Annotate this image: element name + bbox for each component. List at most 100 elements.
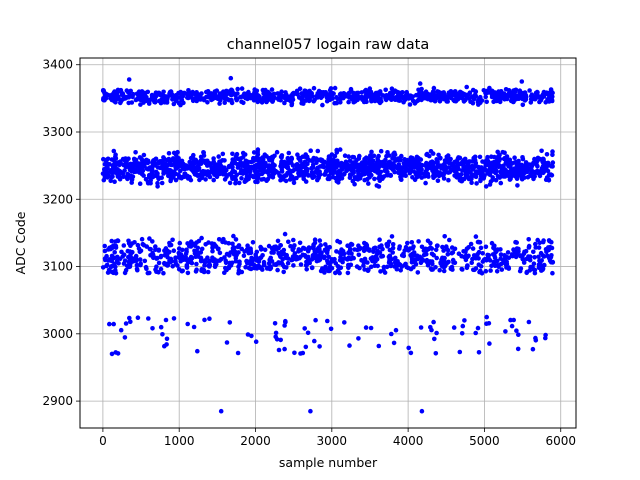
data-point (138, 248, 143, 254)
data-point (419, 244, 425, 250)
data-point (237, 180, 242, 186)
data-point (356, 156, 362, 161)
data-point (201, 150, 206, 156)
data-point (382, 168, 388, 173)
data-point (241, 253, 247, 258)
data-point (470, 246, 476, 251)
data-point (240, 154, 246, 160)
data-point (383, 87, 389, 93)
data-point (424, 160, 429, 166)
data-point (126, 100, 131, 106)
data-point (501, 156, 507, 162)
data-point (195, 348, 200, 354)
x-tick-label: 3000 (317, 434, 348, 448)
data-point (418, 325, 424, 330)
data-point (236, 243, 242, 248)
data-point (185, 176, 191, 181)
data-point (506, 164, 511, 169)
data-point (380, 253, 386, 259)
data-point (502, 94, 508, 100)
data-point (520, 102, 526, 108)
data-point (311, 85, 317, 91)
data-point (362, 257, 368, 263)
data-point (510, 253, 515, 259)
data-point (167, 258, 172, 264)
data-point (286, 150, 292, 156)
data-point (302, 91, 307, 96)
data-point (369, 264, 374, 270)
data-point (290, 174, 295, 180)
data-point (244, 178, 249, 183)
data-point (332, 100, 337, 106)
data-point (407, 162, 412, 168)
data-point (278, 337, 284, 343)
data-point (418, 157, 424, 162)
data-point (390, 156, 395, 161)
data-point (328, 260, 333, 266)
data-point (437, 267, 443, 273)
data-point (537, 263, 542, 268)
data-point (212, 257, 218, 262)
data-point (431, 94, 437, 99)
data-point (375, 248, 380, 254)
data-point (281, 269, 287, 275)
data-point (412, 177, 418, 183)
data-point (172, 94, 178, 99)
data-point (224, 340, 230, 345)
x-tick-label: 4000 (393, 434, 424, 448)
data-point (532, 156, 537, 162)
data-point (527, 257, 533, 263)
data-point (369, 149, 374, 155)
data-point (490, 175, 496, 180)
data-point (113, 264, 118, 270)
data-point (310, 165, 316, 170)
data-point (367, 86, 373, 91)
data-point (310, 253, 316, 258)
data-point (304, 267, 310, 272)
data-point (250, 165, 255, 171)
data-point (297, 168, 303, 174)
data-point (305, 254, 311, 260)
data-point (118, 88, 123, 94)
data-point (407, 170, 413, 175)
data-point (218, 408, 224, 414)
data-point (376, 175, 382, 181)
data-point (470, 87, 476, 93)
data-point (509, 173, 515, 179)
data-point (388, 263, 394, 269)
data-point (491, 259, 497, 265)
data-point (198, 250, 204, 255)
data-point (483, 268, 489, 274)
data-point (243, 264, 248, 270)
data-point (374, 255, 379, 260)
data-point (159, 175, 164, 180)
data-point (119, 92, 125, 97)
data-point (297, 95, 302, 100)
data-point (273, 330, 279, 336)
data-point (326, 165, 331, 171)
data-point (336, 171, 341, 177)
data-point (501, 166, 507, 171)
data-point (219, 164, 224, 169)
data-point (142, 90, 147, 96)
data-point (390, 88, 396, 93)
data-point (545, 168, 551, 174)
data-point (275, 238, 281, 244)
data-point (470, 100, 476, 106)
data-point (166, 156, 172, 162)
data-point (537, 173, 543, 179)
data-point (114, 258, 120, 264)
data-point (514, 162, 520, 168)
data-point (134, 262, 140, 268)
data-point (231, 252, 237, 257)
data-point (434, 243, 440, 248)
data-point (428, 324, 433, 330)
data-point (312, 249, 318, 254)
data-point (262, 98, 268, 103)
data-point (451, 325, 457, 330)
data-point (478, 268, 483, 274)
data-point (434, 157, 440, 162)
data-point (431, 252, 437, 258)
data-point (159, 180, 165, 186)
data-point (155, 180, 160, 186)
